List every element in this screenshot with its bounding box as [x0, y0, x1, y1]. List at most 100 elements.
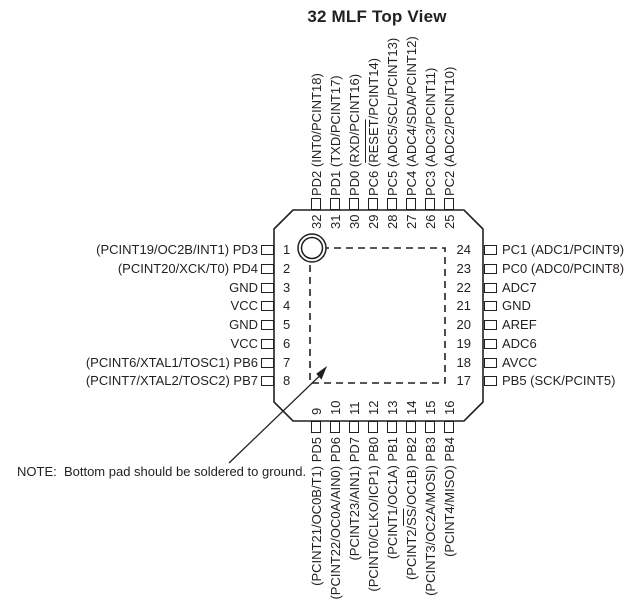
pin-label: ADC7: [502, 280, 537, 295]
pin-pad: [484, 245, 497, 255]
pin-pad: [444, 421, 454, 433]
pin-label: (PCINT19/OC2B/INT1) PD3: [96, 242, 258, 257]
pin-pad: [484, 283, 497, 293]
pin-number: 1: [283, 242, 291, 257]
pin-pad: [311, 421, 321, 433]
note-arrowhead: [316, 366, 327, 380]
pin-pad: [484, 339, 497, 349]
pin-label: VCC: [230, 298, 258, 313]
pin-pad: [444, 198, 454, 210]
pin-number: 26: [423, 214, 438, 229]
chip-body: [273, 209, 484, 422]
pin-pad: [425, 421, 435, 433]
pin-pad: [387, 198, 397, 210]
pin-number: 21: [456, 298, 471, 313]
pin-number: 2: [283, 261, 291, 276]
pin-label: PC0 (ADC0/PCINT8): [502, 261, 625, 276]
pin-pad: [330, 198, 340, 210]
pin-number: 15: [423, 400, 438, 415]
pin-label: GND: [229, 317, 258, 332]
pin-pad: [484, 376, 497, 386]
pin-pad: [261, 301, 274, 311]
diagram-title: 32 MLF Top View: [307, 7, 447, 26]
pin-label: GND: [229, 280, 258, 295]
pin-label: (PCINT4/MISO) PB4: [442, 437, 457, 557]
pin-label: PC1 (ADC1/PCINT9): [502, 242, 625, 257]
pin-label: (PCINT7/XTAL2/TOSC2) PB7: [85, 373, 258, 388]
pin-label: PC3 (ADC3/PCINT11): [423, 67, 438, 196]
pin-number: 31: [328, 214, 343, 229]
pin-label: PC6 (RESET/PCINT14): [366, 58, 381, 196]
pin-number: 10: [328, 400, 343, 415]
pin-pad: [387, 421, 397, 433]
exposed-pad-outline: [309, 247, 446, 384]
pin-number: 14: [404, 400, 419, 415]
pin-number: 12: [366, 400, 381, 415]
pin-pad: [261, 264, 274, 274]
pin-number: 19: [456, 336, 471, 351]
pin-number: 6: [283, 336, 291, 351]
pin-pad: [349, 421, 359, 433]
pin-number: 7: [283, 355, 291, 370]
pin-pad: [261, 320, 274, 330]
pin-number: 25: [442, 214, 457, 229]
pin-number: 13: [385, 400, 400, 415]
pin-label: (PCINT0/CLKO/ICP1) PB0: [366, 437, 381, 592]
pin-number: 28: [385, 214, 400, 229]
pin-pad: [261, 283, 274, 293]
pin-label: VCC: [230, 336, 258, 351]
pin-number: 30: [347, 214, 362, 229]
pin-label-part: /OC1B) PB2: [404, 437, 419, 509]
pin-pad: [406, 198, 416, 210]
pin-number: 32: [309, 214, 324, 229]
pin-number: 17: [456, 373, 471, 388]
pin-label: PC4 (ADC4/SDA/PCINT12): [404, 36, 419, 196]
pin-number: 29: [366, 214, 381, 229]
pin-pad: [330, 421, 340, 433]
pin1-indicator-inner: [300, 236, 324, 260]
pin-number: 5: [283, 317, 291, 332]
pin-label: (PCINT6/XTAL1/TOSC1) PB6: [85, 355, 258, 370]
pin-label: PB5 (SCK/PCINT5): [502, 373, 616, 388]
pin-label: (PCINT1/OC1A) PB1: [385, 437, 400, 560]
pin-label: PC2 (ADC2/PCINT10): [442, 66, 457, 196]
note-text: NOTE: Bottom pad should be soldered to g…: [17, 464, 307, 479]
pin-number: 20: [456, 317, 471, 332]
pin-label: GND: [502, 298, 531, 313]
pin-label: (PCINT23/AIN1) PD7: [347, 437, 362, 561]
pin-number: 9: [309, 407, 324, 415]
pin-number: 27: [404, 214, 419, 229]
pin-pad: [425, 198, 435, 210]
pin-label: PD2 (INT0/PCINT18): [309, 73, 324, 196]
pin-number: 4: [283, 298, 291, 313]
pin-label: AREF: [502, 317, 537, 332]
pin-label-overline: SS: [404, 508, 419, 526]
pin-label: (PCINT22/OC0A/AIN0) PD6: [328, 437, 343, 600]
pin-label: (PCINT3/OC2A/MOSI) PB3: [423, 437, 438, 596]
pin-number: 23: [456, 261, 471, 276]
pin-label: AVCC: [502, 355, 538, 370]
pin-number: 8: [283, 373, 291, 388]
pin-label: (PCINT2/SS/OC1B) PB2: [404, 437, 419, 580]
note-arrow-line: [228, 375, 320, 464]
pin-pad: [349, 198, 359, 210]
pin-pad: [368, 198, 378, 210]
pin-pad: [261, 376, 274, 386]
pin-label-part: PC6 (: [366, 162, 381, 196]
pin-label: ADC6: [502, 336, 537, 351]
pin-label: (PCINT21/OC0B/T1) PD5: [309, 437, 324, 586]
pin-label-overline: RESET: [366, 119, 381, 163]
pin-pad: [484, 301, 497, 311]
pin-pad: [484, 264, 497, 274]
pin-number: 16: [442, 400, 457, 415]
pin-label-part: /PCINT14): [366, 58, 381, 120]
pin-label: PC5 (ADC5/SCL/PCINT13): [385, 37, 400, 196]
pin-number: 22: [456, 280, 471, 295]
pin-number: 24: [456, 242, 471, 257]
pin-pad: [484, 358, 497, 368]
pin-number: 18: [456, 355, 471, 370]
pin-pad: [261, 358, 274, 368]
pin-label: (PCINT20/XCK/T0) PD4: [117, 261, 258, 276]
pin-number: 11: [347, 401, 362, 416]
